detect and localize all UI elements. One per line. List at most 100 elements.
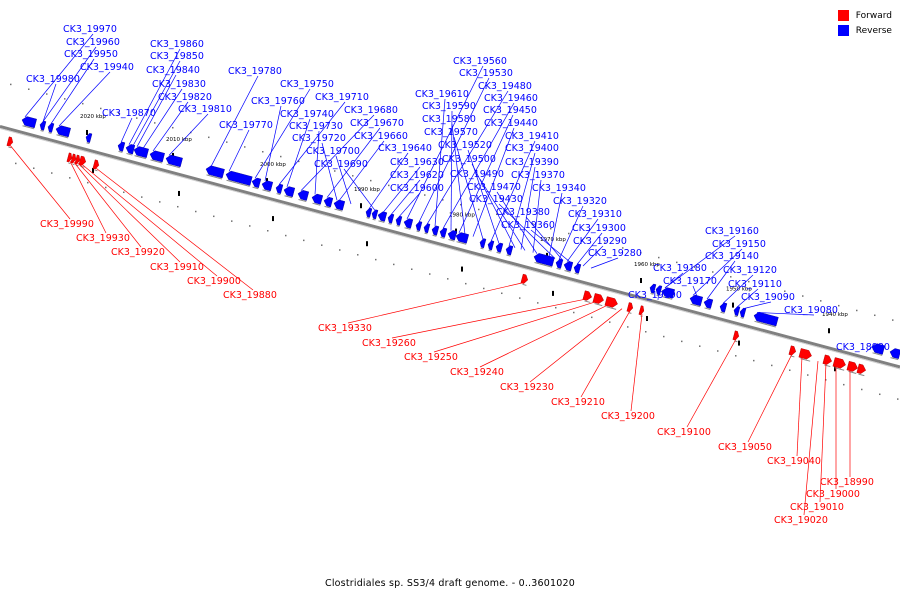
reverse-gene <box>689 294 703 308</box>
forward-leader-line <box>77 163 181 263</box>
gene-shape <box>133 146 149 159</box>
gene-shadow <box>134 155 147 160</box>
gene-shadow <box>150 159 163 164</box>
scale-dot <box>843 383 845 386</box>
reverse-gene <box>261 180 274 193</box>
forward-gene-label: CK3_19000 <box>806 489 860 500</box>
gene-shadow <box>456 241 467 245</box>
scale-dot <box>753 359 755 362</box>
scale-dot <box>136 117 138 119</box>
forward-gene-label: CK3_19040 <box>767 456 821 467</box>
scale-dot <box>82 102 84 105</box>
scale-dot <box>784 290 786 292</box>
reverse-gene-label: CK3_19700 <box>306 146 360 157</box>
gene-shadow <box>334 208 343 212</box>
reverse-gene <box>395 215 403 227</box>
gene-shadow <box>432 234 437 237</box>
gene-shadow <box>378 220 385 223</box>
tick-label: 2010 kbp <box>166 137 192 143</box>
reverse-gene <box>323 197 334 209</box>
figure-caption: Clostridiales sp. SS3/4 draft genome. - … <box>324 578 575 589</box>
scale-dot <box>874 314 876 317</box>
forward-leader-line <box>819 363 827 503</box>
reverse-leader-line <box>490 140 536 242</box>
forward-gene-label: CK3_19230 <box>500 382 554 393</box>
gene-shadow <box>206 174 223 180</box>
reverse-leader-line <box>657 286 660 301</box>
tick-mark <box>92 167 94 173</box>
gene-shadow <box>366 217 370 219</box>
reverse-gene-label: CK3_19590 <box>422 101 476 112</box>
reverse-gene <box>365 207 373 219</box>
forward-gene <box>70 153 77 166</box>
reverse-leader-line <box>736 288 759 308</box>
reverse-leader-line <box>24 33 94 118</box>
reverse-gene-label: CK3_19740 <box>280 109 334 120</box>
forward-gene <box>74 154 81 167</box>
scale-dot <box>645 331 647 333</box>
tick-label: 2020 kbp <box>80 114 106 120</box>
scale-dot <box>388 184 390 187</box>
reverse-gene-label: CK3_19970 <box>63 24 117 35</box>
reverse-leader-line <box>152 101 189 152</box>
reverse-gene <box>505 245 514 257</box>
forward-leader-line <box>73 162 142 248</box>
scale-dot <box>195 210 197 213</box>
gene-shape <box>739 307 747 318</box>
gene-shadow <box>76 164 79 167</box>
gene-shape <box>832 357 846 369</box>
gene-shadow <box>754 320 776 328</box>
reverse-gene-label: CK3_19690 <box>314 159 368 170</box>
forward-gene-label: CK3_19240 <box>450 367 504 378</box>
tick-mark <box>646 316 648 322</box>
scale-dot <box>802 295 804 297</box>
gene-shape <box>275 183 284 194</box>
reverse-leader-line <box>865 343 876 353</box>
reverse-gene-label: CK3_19850 <box>150 51 204 62</box>
forward-leader-line <box>433 301 597 353</box>
reverse-gene <box>333 199 346 212</box>
scale-dot <box>262 151 264 153</box>
reverse-leader-line <box>50 58 95 125</box>
scale-dot <box>33 167 35 169</box>
scale-dot <box>249 225 251 227</box>
reverse-gene-label: CK3_19870 <box>102 108 156 119</box>
scale-dot <box>658 256 660 259</box>
tick-mark <box>738 340 740 346</box>
tick-mark <box>732 302 734 308</box>
gene-shape <box>403 218 414 229</box>
gene-shadow <box>72 163 75 166</box>
gene-shadow <box>424 232 428 235</box>
reverse-gene <box>703 298 714 310</box>
reverse-gene <box>563 261 574 273</box>
forward-gene-label: CK3_19330 <box>318 323 372 334</box>
gene-shape <box>125 144 136 155</box>
reverse-gene <box>275 183 284 196</box>
tick-label: 1990 kbp <box>354 187 380 193</box>
reverse-gene <box>47 122 55 134</box>
scale-dot <box>244 146 246 148</box>
gene-shape <box>117 141 126 152</box>
scale-dot <box>748 280 750 283</box>
gene-shadow <box>388 223 392 225</box>
reverse-leader-line <box>228 129 250 172</box>
reverse-leader-line <box>520 166 536 250</box>
forward-gene <box>92 159 100 172</box>
gene-shape <box>487 240 495 251</box>
reverse-gene-label: CK3_19620 <box>390 170 444 181</box>
reverse-leader-line <box>58 71 111 127</box>
reverse-gene-label: CK3_19720 <box>292 133 346 144</box>
scale-dot <box>730 276 732 278</box>
reverse-gene <box>753 311 779 328</box>
gene-shadow <box>86 142 90 145</box>
reverse-leader-line <box>264 105 282 182</box>
reverse-gene <box>573 263 582 275</box>
gene-shadow <box>480 247 484 250</box>
reverse-gene-label: CK3_19640 <box>378 143 432 154</box>
gene-shape <box>85 133 93 143</box>
forward-leader-line <box>81 164 218 277</box>
reverse-leader-line <box>321 142 338 201</box>
forward-gene <box>520 273 529 286</box>
reverse-gene-label: CK3_19520 <box>438 140 492 151</box>
